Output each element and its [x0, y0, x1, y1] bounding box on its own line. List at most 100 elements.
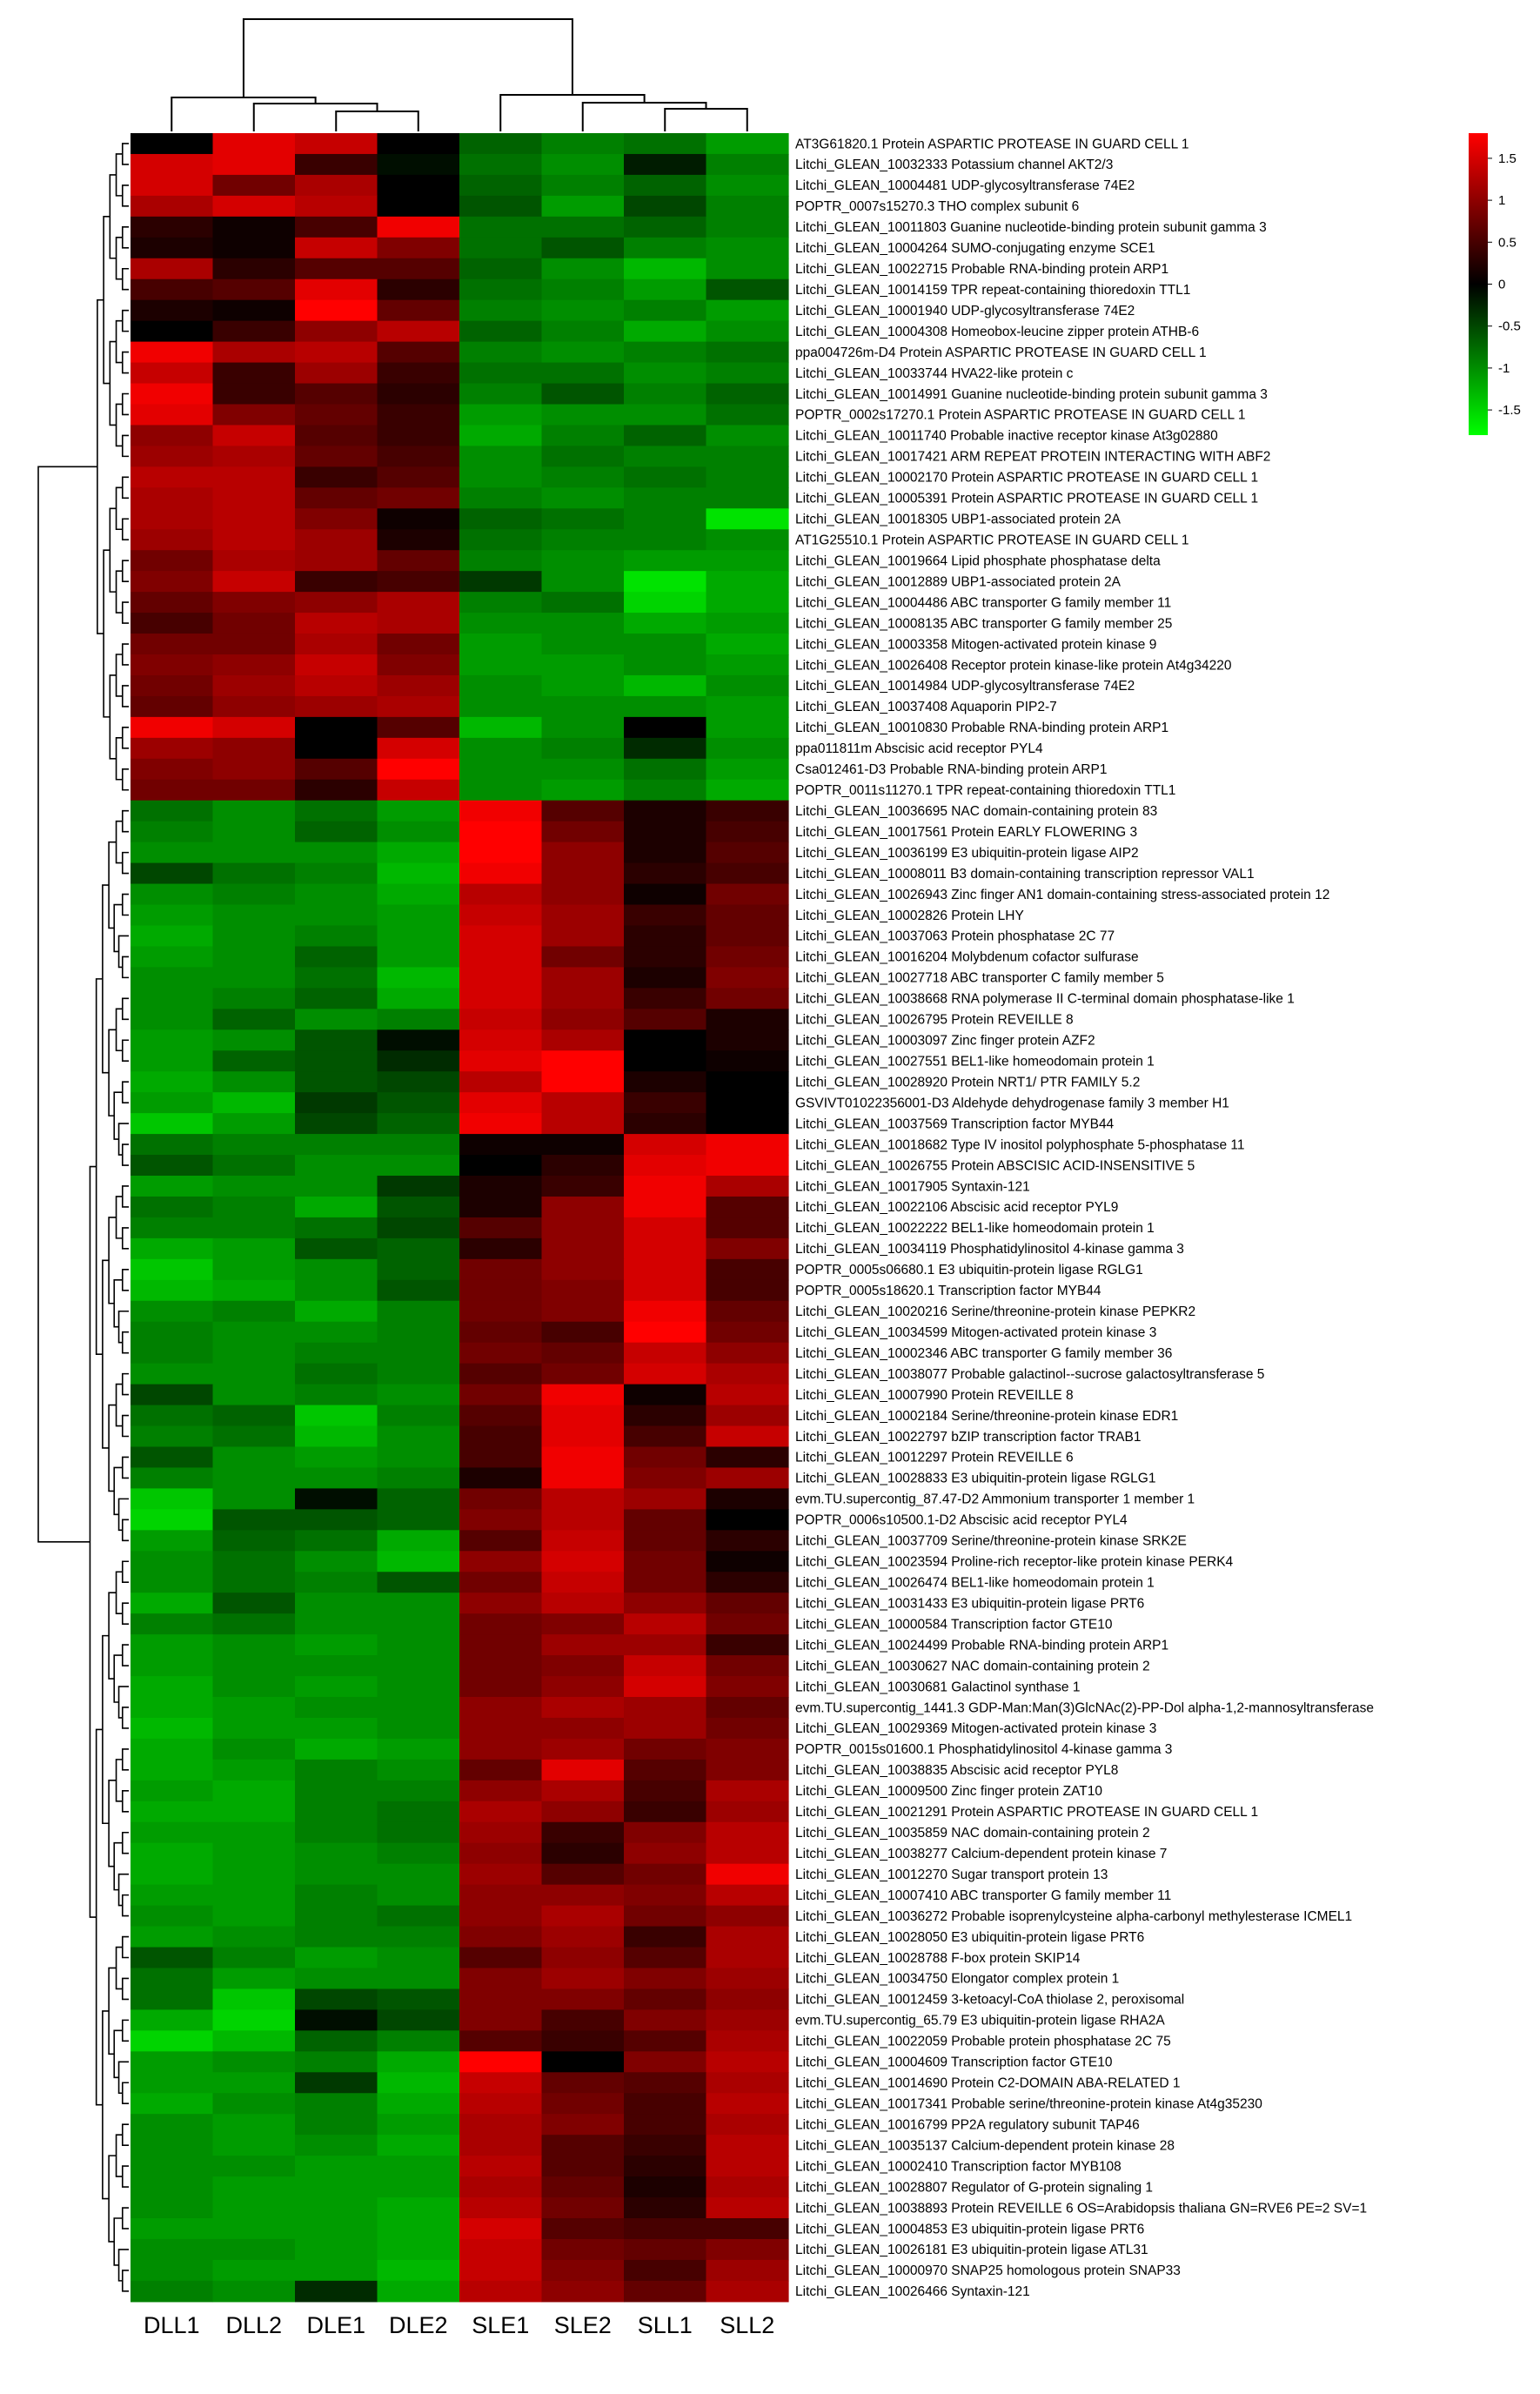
heatmap-cell: [212, 1926, 296, 1948]
heatmap-cell: [624, 237, 707, 259]
row-label: Litchi_GLEAN_10038893 Protein REVEILLE 6…: [795, 2201, 1367, 2216]
heatmap-cell: [706, 1384, 789, 1406]
heatmap-cell: [459, 1446, 543, 1469]
row-label: Litchi_GLEAN_10009500 Zinc finger protei…: [795, 1784, 1102, 1799]
heatmap-cell: [131, 1842, 214, 1865]
colorbar-tick-label: 1.5: [1498, 151, 1517, 166]
dendrogram-branch: [121, 1039, 129, 1063]
dendrogram-branch: [121, 809, 129, 833]
dendrogram-branch: [115, 403, 123, 447]
heatmap-cell: [541, 1572, 625, 1593]
colorbar-tick-label: -1: [1498, 361, 1510, 376]
heatmap-cell: [459, 153, 543, 176]
dendrogram-branch: [115, 319, 123, 364]
heatmap-cell: [541, 404, 625, 426]
dendrogram-branch: [121, 1227, 129, 1250]
heatmap-cell: [295, 613, 378, 634]
heatmap-cell: [459, 1613, 543, 1635]
heatmap-cell: [377, 1968, 460, 1990]
heatmap-cell: [377, 862, 460, 885]
heatmap-cell: [706, 2093, 789, 2115]
heatmap-cell: [541, 1176, 625, 1197]
heatmap-cell: [295, 634, 378, 655]
heatmap-cell: [459, 1134, 543, 1156]
dendrogram-branch: [102, 2010, 110, 2200]
heatmap-cell: [131, 1113, 214, 1135]
heatmap-cell: [459, 1509, 543, 1531]
heatmap-cell: [212, 1884, 296, 1907]
heatmap-cell: [295, 1655, 378, 1677]
heatmap-cell: [541, 1196, 625, 1218]
heatmap-cell: [295, 2238, 378, 2261]
heatmap-cell: [706, 2259, 789, 2282]
heatmap-cell: [459, 758, 543, 781]
row-label: Litchi_GLEAN_10018305 UBP1-associated pr…: [795, 513, 1122, 527]
heatmap-cell: [131, 508, 214, 530]
heatmap-cell: [212, 1196, 296, 1218]
row-label: Litchi_GLEAN_10022222 BEL1-like homeodom…: [795, 1221, 1155, 1236]
dendrogram-branch: [121, 768, 129, 791]
heatmap-cell: [295, 1780, 378, 1802]
heatmap-cell: [624, 1196, 707, 1218]
heatmap-cell: [459, 1968, 543, 1990]
dendrogram-branch: [121, 1894, 129, 1917]
heatmap-cell: [706, 1572, 789, 1593]
heatmap-cell: [377, 1988, 460, 2010]
heatmap-cell: [624, 466, 707, 488]
row-label: Litchi_GLEAN_10022106 Abscisic acid rece…: [795, 1200, 1118, 1215]
heatmap-cell: [212, 2030, 296, 2052]
heatmap-cell: [377, 904, 460, 927]
row-label: Litchi_GLEAN_10029369 Mitogen-activated …: [795, 1721, 1156, 1736]
heatmap-cell: [295, 716, 378, 739]
heatmap-cell: [624, 1279, 707, 1302]
heatmap-cell: [295, 1988, 378, 2010]
heatmap-cell: [131, 925, 214, 948]
heatmap-cell: [706, 634, 789, 655]
dendrogram-branch: [113, 2217, 123, 2266]
heatmap-cell: [212, 1509, 296, 1531]
heatmap-cell: [377, 299, 460, 322]
heatmap-cell: [706, 1029, 789, 1051]
heatmap-cell: [212, 1300, 296, 1323]
heatmap-cell: [706, 362, 789, 385]
heatmap-cell: [541, 1405, 625, 1427]
dendrogram-branch: [121, 956, 129, 979]
heatmap-cell: [212, 508, 296, 530]
heatmap-cell: [459, 967, 543, 989]
heatmap-cell: [541, 2238, 625, 2261]
heatmap-cell: [459, 1821, 543, 1844]
heatmap-cell: [624, 1321, 707, 1344]
row-label: Litchi_GLEAN_10004308 Homeobox-leucine z…: [795, 325, 1199, 339]
heatmap-cell: [131, 1279, 214, 1302]
heatmap-cell: [377, 1551, 460, 1573]
heatmap-cell: [541, 299, 625, 322]
heatmap-cell: [131, 195, 214, 218]
heatmap-cell: [459, 2218, 543, 2240]
heatmap-cell: [541, 1738, 625, 1760]
heatmap-cell: [541, 1780, 625, 1802]
heatmap-cell: [459, 821, 543, 843]
dendrogram-branch: [121, 476, 129, 500]
heatmap-cell: [295, 1905, 378, 1928]
row-label: Litchi_GLEAN_10022059 Probable protein p…: [795, 2035, 1171, 2049]
dendrogram-branch: [115, 737, 123, 781]
heatmap-cell: [131, 1258, 214, 1281]
heatmap-cell: [541, 278, 625, 301]
heatmap-cell: [377, 800, 460, 822]
column-label: DLE2: [389, 2312, 448, 2338]
row-label: Litchi_GLEAN_10031433 E3 ubiquitin-prote…: [795, 1596, 1144, 1611]
heatmap-cell: [295, 1926, 378, 1948]
heatmap-cell: [706, 1321, 789, 1344]
dendrogram-branch: [121, 1269, 129, 1291]
heatmap-cell: [377, 1258, 460, 1281]
heatmap-cell: [706, 800, 789, 822]
heatmap-cell: [131, 1717, 214, 1740]
heatmap-cell: [624, 1176, 707, 1197]
heatmap-cell: [131, 258, 214, 280]
heatmap-cell: [131, 904, 214, 927]
heatmap-cell: [624, 716, 707, 739]
heatmap-cell: [706, 716, 789, 739]
heatmap-cell: [706, 133, 789, 155]
heatmap-cell: [131, 2238, 214, 2261]
heatmap-cell: [541, 1342, 625, 1365]
